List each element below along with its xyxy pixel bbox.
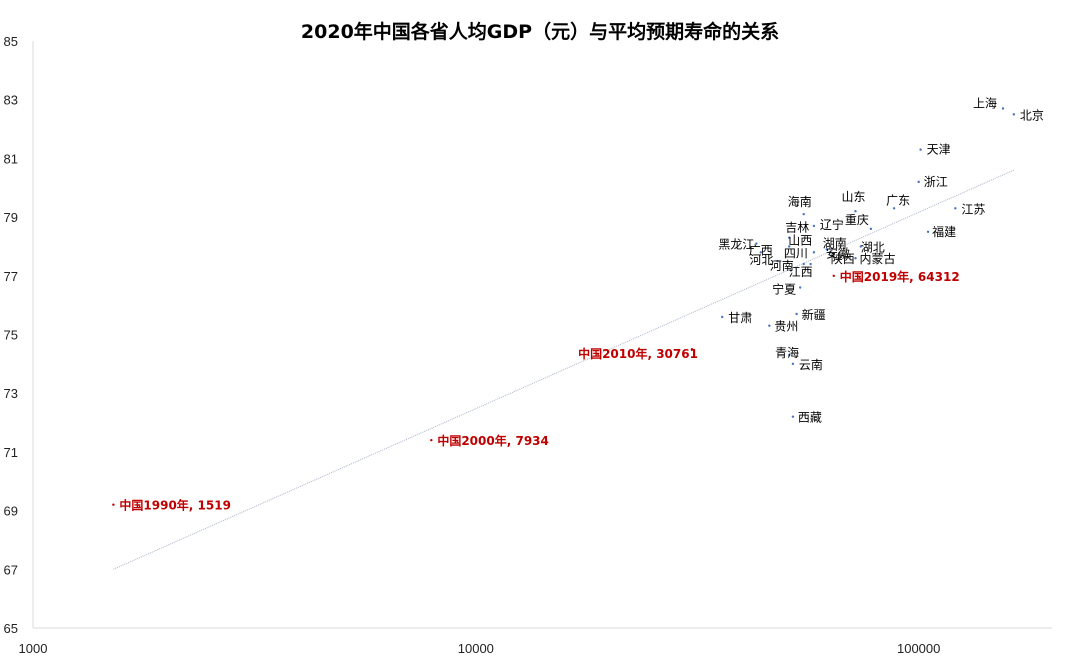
china-point-label: 中国2019年, 64312 xyxy=(840,269,960,284)
province-label: 湖南 xyxy=(823,235,847,250)
province-label: 黑龙江 xyxy=(718,238,754,252)
y-tick-label: 83 xyxy=(4,93,18,108)
china-point xyxy=(430,438,433,442)
province-point xyxy=(787,353,791,357)
china-point xyxy=(832,274,835,277)
province-label: 河南 xyxy=(770,258,794,273)
province-point xyxy=(837,256,840,260)
province-point xyxy=(802,262,805,266)
trendline xyxy=(113,169,1015,570)
province-label: 海南 xyxy=(788,194,812,209)
province-label: 北京 xyxy=(1020,108,1044,122)
province-point xyxy=(721,315,724,319)
province-label: 内蒙古 xyxy=(860,251,896,266)
y-tick-labels: 65 67 69 71 73 75 77 79 81 83 85 xyxy=(4,34,18,636)
province-point xyxy=(854,210,857,213)
province-point xyxy=(795,312,798,316)
province-point xyxy=(787,245,791,248)
province-label: 贵州 xyxy=(774,320,798,334)
province-label: 辽宁 xyxy=(820,217,844,232)
chart-title: 2020年中国各省人均GDP（元）与平均预期寿命的关系 xyxy=(301,20,779,43)
province-point xyxy=(802,212,805,216)
y-tick-label: 77 xyxy=(4,269,18,284)
province-label: 西藏 xyxy=(798,411,822,425)
province-label: 新疆 xyxy=(802,307,826,322)
province-point xyxy=(776,259,779,263)
province-label: 湖北 xyxy=(861,239,885,254)
province-label: 云南 xyxy=(799,357,823,372)
y-tick-label: 71 xyxy=(4,445,18,460)
province-point xyxy=(791,362,795,366)
x-tick-label: 100000 xyxy=(897,641,940,656)
province-point xyxy=(859,245,862,248)
province-label: 山东 xyxy=(842,190,866,204)
province-point xyxy=(755,242,758,245)
province-point xyxy=(825,248,828,251)
y-tick-label: 81 xyxy=(4,151,18,166)
province-label: 河北 xyxy=(750,253,774,267)
province-label: 上海 xyxy=(973,96,997,111)
province-label: 青海 xyxy=(775,345,799,360)
province-point xyxy=(759,251,762,254)
y-tick-label: 85 xyxy=(4,34,18,49)
province-point xyxy=(954,207,957,210)
y-tick-label: 73 xyxy=(4,386,18,401)
province-label: 重庆 xyxy=(845,213,869,227)
y-tick-label: 69 xyxy=(4,504,18,519)
province-point xyxy=(798,286,802,289)
province-label: 四川 xyxy=(784,246,808,260)
china-point-label: 中国2000年, 7934 xyxy=(437,433,549,448)
province-point xyxy=(919,148,922,151)
y-tick-label: 75 xyxy=(4,328,18,343)
province-label: 吉林 xyxy=(785,221,809,235)
province-label: 甘肃 xyxy=(728,311,752,325)
province-label: 安徽 xyxy=(826,245,850,260)
x-tick-label: 1000 xyxy=(19,641,48,656)
china-point-label: 中国2010年, 30761 xyxy=(578,346,698,361)
points-layer xyxy=(112,107,1016,506)
province-point xyxy=(926,230,930,233)
x-tick-label: 10000 xyxy=(458,641,494,656)
province-label: 广东 xyxy=(886,193,910,207)
province-point xyxy=(812,224,816,228)
y-tick-label: 79 xyxy=(4,210,18,225)
province-point xyxy=(812,251,816,254)
province-point xyxy=(828,251,832,254)
province-point xyxy=(917,180,920,184)
y-tick-label: 67 xyxy=(4,562,18,577)
province-point xyxy=(1012,113,1016,116)
china-point xyxy=(690,347,694,351)
province-point xyxy=(892,207,896,210)
province-point xyxy=(854,256,857,260)
province-label: 陕西 xyxy=(831,251,855,266)
y-tick-label: 65 xyxy=(4,621,18,636)
province-point xyxy=(787,236,791,239)
province-point xyxy=(809,262,812,266)
province-label: 天津 xyxy=(927,143,951,157)
trendline-layer xyxy=(113,169,1015,570)
province-point xyxy=(869,227,873,231)
province-label: 江苏 xyxy=(961,202,985,216)
china-point-label: 中国1990年, 1519 xyxy=(119,498,231,513)
province-point xyxy=(791,415,795,418)
province-label: 山西 xyxy=(788,233,812,247)
x-tick-labels: 1000 10000 100000 xyxy=(19,641,941,656)
province-point xyxy=(1001,107,1005,110)
china-point xyxy=(112,503,115,506)
province-point xyxy=(768,324,771,327)
province-label: 浙江 xyxy=(924,175,948,189)
province-label: 福建 xyxy=(932,224,956,239)
province-label: 宁夏 xyxy=(772,282,796,297)
province-label: 广西 xyxy=(749,243,773,257)
province-label: 江西 xyxy=(789,265,813,279)
